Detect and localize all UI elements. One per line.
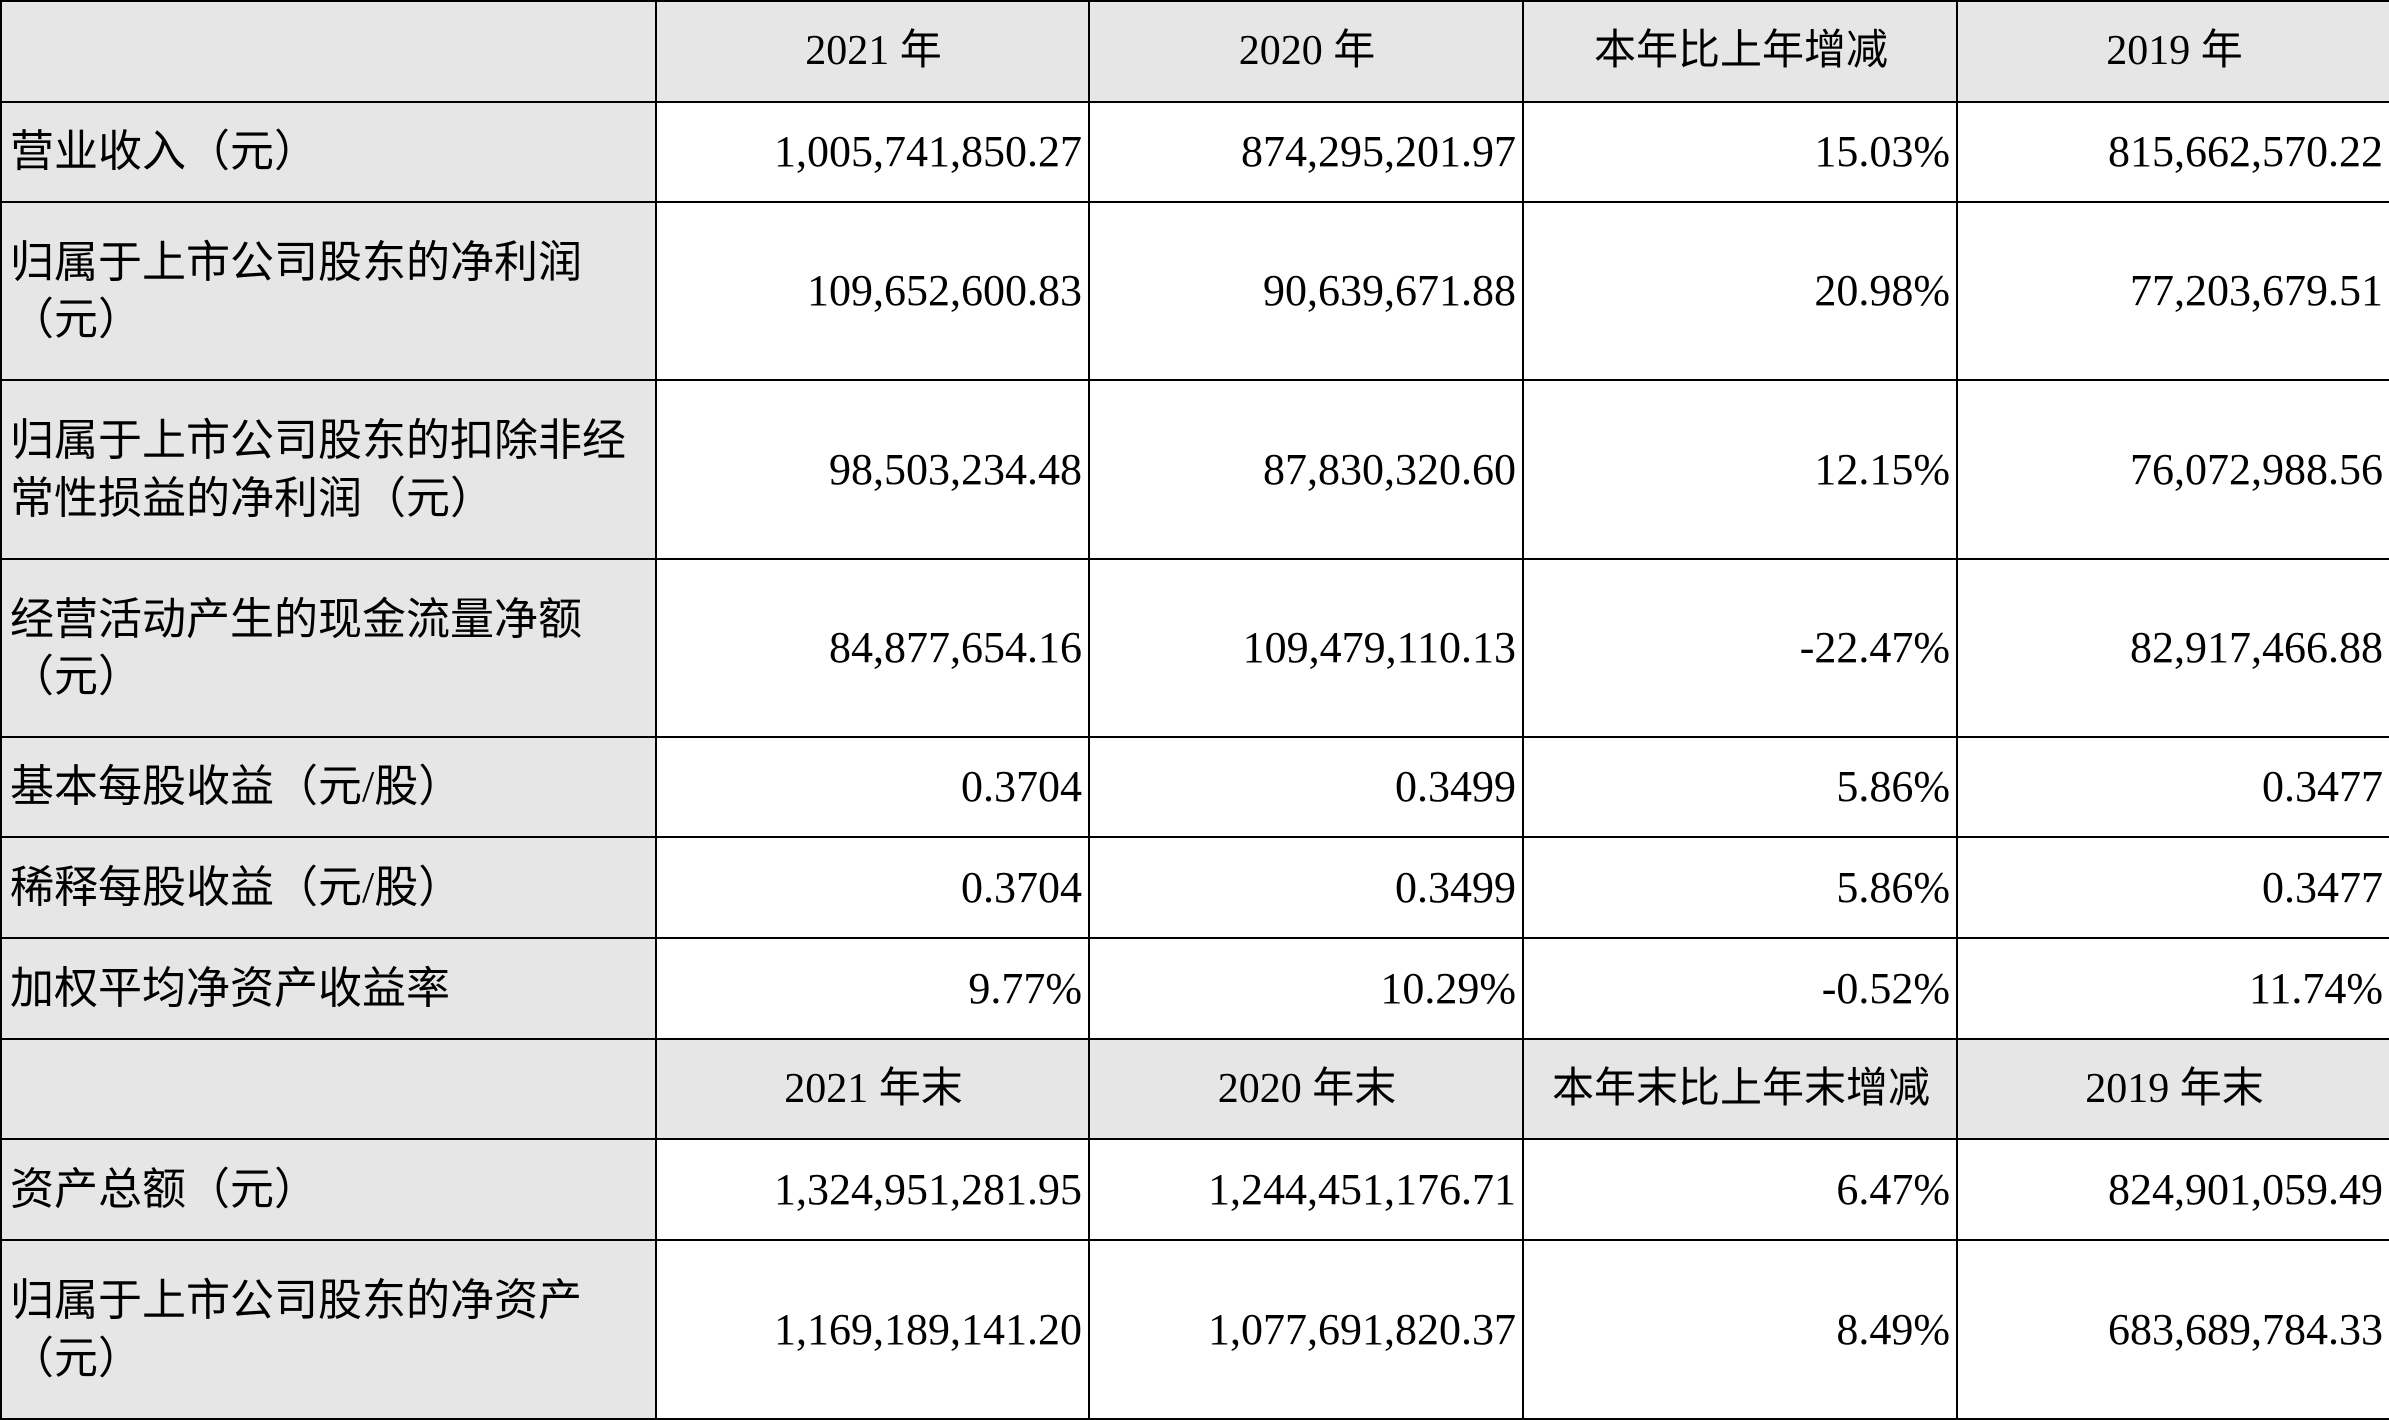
value-cell: 0.3499 bbox=[1088, 736, 1524, 838]
header-cell: 本年末比上年末增减 bbox=[1522, 1038, 1958, 1140]
data-row: 归属于上市公司股东的扣除非经常性损益的净利润（元） 98,503,234.48 87… bbox=[0, 379, 2389, 560]
value-cell: -22.47% bbox=[1522, 558, 1958, 738]
header-cell: 2020 年末 bbox=[1088, 1038, 1524, 1140]
header-cell: 2019 年末 bbox=[1956, 1038, 2389, 1140]
row-label: 归属于上市公司股东的净利润（元） bbox=[0, 201, 657, 381]
value-cell: 77,203,679.51 bbox=[1956, 201, 2389, 381]
data-row: 基本每股收益（元/股） 0.3704 0.3499 5.86% 0.3477 bbox=[0, 736, 2389, 838]
header-cell: 本年比上年增减 bbox=[1522, 0, 1958, 103]
data-row: 加权平均净资产收益率 9.77% 10.29% -0.52% 11.74% bbox=[0, 937, 2389, 1040]
data-row: 归属于上市公司股东的净利润（元） 109,652,600.83 90,639,671… bbox=[0, 201, 2389, 381]
data-row: 归属于上市公司股东的净资产（元） 1,169,189,141.20 1,077,69… bbox=[0, 1239, 2389, 1420]
value-cell: 0.3499 bbox=[1088, 836, 1524, 939]
value-cell: 6.47% bbox=[1522, 1138, 1958, 1241]
row-label: 稀释每股收益（元/股） bbox=[0, 836, 657, 939]
row-label: 经营活动产生的现金流量净额（元） bbox=[0, 558, 657, 738]
row-label: 归属于上市公司股东的扣除非经常性损益的净利润（元） bbox=[0, 379, 657, 560]
value-cell: 109,479,110.13 bbox=[1088, 558, 1524, 738]
value-cell: 683,689,784.33 bbox=[1956, 1239, 2389, 1420]
data-row: 经营活动产生的现金流量净额（元） 84,877,654.16 109,479,110… bbox=[0, 558, 2389, 738]
header-row: 2021 年 2020 年本年比上年增减 2019 年 bbox=[0, 0, 2389, 103]
value-cell: 1,169,189,141.20 bbox=[655, 1239, 1090, 1420]
value-cell: 15.03% bbox=[1522, 101, 1958, 203]
value-cell: 90,639,671.88 bbox=[1088, 201, 1524, 381]
corner-cell bbox=[0, 1038, 657, 1140]
value-cell: 82,917,466.88 bbox=[1956, 558, 2389, 738]
header-cell: 2019 年 bbox=[1956, 0, 2389, 103]
value-cell: 5.86% bbox=[1522, 736, 1958, 838]
value-cell: 1,005,741,850.27 bbox=[655, 101, 1090, 203]
value-cell: 0.3704 bbox=[655, 736, 1090, 838]
value-cell: 9.77% bbox=[655, 937, 1090, 1040]
data-row: 营业收入（元） 1,005,741,850.27 874,295,201.97 15.… bbox=[0, 101, 2389, 203]
value-cell: 76,072,988.56 bbox=[1956, 379, 2389, 560]
header-cell: 2021 年 bbox=[655, 0, 1090, 103]
header-cell: 2020 年 bbox=[1088, 0, 1524, 103]
value-cell: 1,077,691,820.37 bbox=[1088, 1239, 1524, 1420]
value-cell: 0.3704 bbox=[655, 836, 1090, 939]
value-cell: 824,901,059.49 bbox=[1956, 1138, 2389, 1241]
value-cell: 8.49% bbox=[1522, 1239, 1958, 1420]
value-cell: 815,662,570.22 bbox=[1956, 101, 2389, 203]
row-label: 基本每股收益（元/股） bbox=[0, 736, 657, 838]
value-cell: 20.98% bbox=[1522, 201, 1958, 381]
value-cell: 10.29% bbox=[1088, 937, 1524, 1040]
data-row: 稀释每股收益（元/股） 0.3704 0.3499 5.86% 0.3477 bbox=[0, 836, 2389, 939]
value-cell: 1,244,451,176.71 bbox=[1088, 1138, 1524, 1241]
value-cell: -0.52% bbox=[1522, 937, 1958, 1040]
value-cell: 12.15% bbox=[1522, 379, 1958, 560]
data-row: 资产总额（元） 1,324,951,281.95 1,244,451,176.71 6… bbox=[0, 1138, 2389, 1241]
row-label: 营业收入（元） bbox=[0, 101, 657, 203]
value-cell: 109,652,600.83 bbox=[655, 201, 1090, 381]
value-cell: 1,324,951,281.95 bbox=[655, 1138, 1090, 1241]
row-label: 加权平均净资产收益率 bbox=[0, 937, 657, 1040]
value-cell: 84,877,654.16 bbox=[655, 558, 1090, 738]
value-cell: 98,503,234.48 bbox=[655, 379, 1090, 560]
row-label: 归属于上市公司股东的净资产（元） bbox=[0, 1239, 657, 1420]
value-cell: 5.86% bbox=[1522, 836, 1958, 939]
value-cell: 0.3477 bbox=[1956, 836, 2389, 939]
value-cell: 0.3477 bbox=[1956, 736, 2389, 838]
corner-cell bbox=[0, 0, 657, 103]
value-cell: 87,830,320.60 bbox=[1088, 379, 1524, 560]
header-cell: 2021 年末 bbox=[655, 1038, 1090, 1140]
value-cell: 874,295,201.97 bbox=[1088, 101, 1524, 203]
header-row: 2021 年末 2020 年末 本年末比上年末增减 2019 年末 bbox=[0, 1038, 2389, 1140]
row-label: 资产总额（元） bbox=[0, 1138, 657, 1241]
value-cell: 11.74% bbox=[1956, 937, 2389, 1040]
